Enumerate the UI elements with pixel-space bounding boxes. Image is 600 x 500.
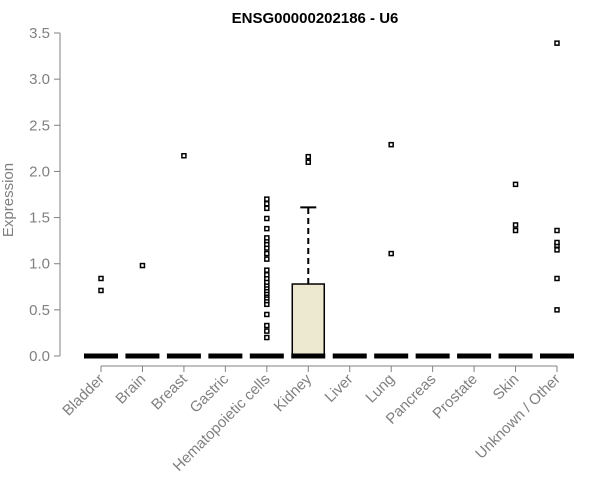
outlier-point xyxy=(264,311,270,318)
y-tick-label: 1.0 xyxy=(29,256,50,273)
x-tick-label: Bladder xyxy=(59,371,108,420)
y-tick-label: 2.0 xyxy=(29,163,50,180)
outlier-point xyxy=(554,227,560,234)
outlier-point xyxy=(264,196,270,202)
outlier-point xyxy=(554,247,560,253)
outlier-point xyxy=(554,275,560,282)
box-body xyxy=(291,283,326,357)
outlier-point xyxy=(554,40,560,46)
outlier-point xyxy=(264,328,270,334)
outlier-point xyxy=(264,267,270,273)
y-tick-label: 3.5 xyxy=(29,25,50,42)
outlier-point xyxy=(181,152,187,159)
outlier-point xyxy=(305,159,312,165)
outlier-point xyxy=(264,225,270,232)
outlier-point xyxy=(554,239,560,246)
y-axis-label: Expression xyxy=(0,163,17,237)
outlier-point xyxy=(98,275,104,282)
outlier-point xyxy=(98,287,104,294)
outlier-point xyxy=(388,250,394,257)
y-axis: 0.0 0.5 1.0 1.5 2.0 2.5 3.0 3.5 xyxy=(29,25,61,365)
boxes xyxy=(84,40,574,359)
box-breast xyxy=(166,152,201,359)
box-bladder xyxy=(84,275,118,359)
x-tick-label: Brain xyxy=(112,371,149,408)
y-tick-label: 0.5 xyxy=(29,302,50,319)
outlier-point xyxy=(512,222,519,228)
x-tick-label: Skin xyxy=(490,371,523,404)
x-tick-label: Prostate xyxy=(429,371,481,423)
outlier-point xyxy=(264,200,270,207)
outlier-point xyxy=(264,205,270,212)
x-tick-label: Liver xyxy=(322,371,357,406)
box-hematopoietic-cells xyxy=(249,196,284,359)
outlier-point xyxy=(264,250,270,257)
x-tick-label: Breast xyxy=(148,370,191,413)
y-tick-label: 1.5 xyxy=(29,210,50,227)
chart-title: ENSG00000202186 - U6 xyxy=(232,10,399,27)
outlier-point xyxy=(264,235,270,241)
outlier-point xyxy=(264,334,270,341)
outlier-point xyxy=(264,272,270,278)
y-tick-label: 3.0 xyxy=(29,71,50,88)
box-skin xyxy=(498,181,533,359)
box-kidney xyxy=(291,153,326,359)
y-tick-label: 2.5 xyxy=(29,117,50,134)
outlier-point xyxy=(264,322,270,329)
y-tick-label: 0.0 xyxy=(29,348,50,365)
x-tick-label: Lung xyxy=(362,371,398,407)
box-brain xyxy=(125,262,160,359)
box-unknown-other xyxy=(540,40,574,359)
outlier-point xyxy=(264,256,270,262)
outlier-point xyxy=(305,153,312,160)
outlier-point xyxy=(512,227,519,234)
outlier-point xyxy=(264,215,270,222)
outlier-point xyxy=(388,141,394,148)
outlier-point xyxy=(512,181,519,188)
outlier-point xyxy=(139,262,146,269)
box-lung xyxy=(374,141,409,359)
outlier-point xyxy=(554,307,560,313)
x-tick-label: Kidney xyxy=(271,370,316,415)
